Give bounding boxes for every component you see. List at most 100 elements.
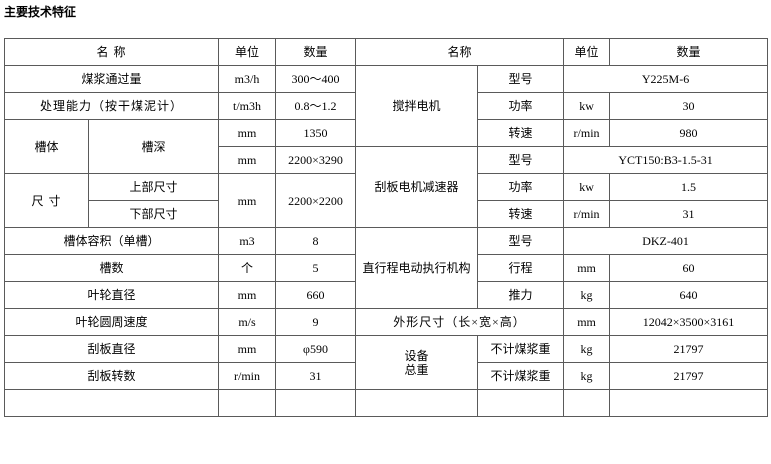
table-row: 处理能力（按干煤泥计） t/m3h 0.8～1.2 功率 kw 30: [3, 92, 769, 120]
left-row-unit-10: mm: [218, 335, 277, 363]
right-group-2-qty-2: 640: [609, 281, 769, 309]
right-group-2-unit-2: kg: [563, 281, 611, 309]
right-group-0-sub-1: 功率: [477, 92, 565, 120]
table-row: 刮板直径 mm φ590 设备 总重 不计煤浆重 kg 21797: [3, 335, 769, 390]
table-row: 下部尺寸 转速 r/min 31: [5, 200, 769, 228]
left-row-qty-9: 9: [275, 308, 357, 336]
right-group-2-unit-1: mm: [563, 254, 611, 282]
table-row: 槽体容积（单槽） m3 8 直行程电动执行机构 型号 DKZ-401: [3, 227, 769, 309]
right-group-1-unit-2: r/min: [563, 200, 611, 228]
left-row-unit-9: m/s: [218, 308, 277, 336]
left-sub-label-xiabu: 下部尺寸: [87, 200, 220, 228]
left-row-unit-4: mm: [218, 173, 277, 228]
overall-dimensions-unit: mm: [563, 308, 611, 336]
left-row-name-8: 叶轮直径: [3, 281, 220, 309]
table-row: 尺 寸 上部尺寸 mm 2200×2200 功率 kw 1.5: [4, 173, 769, 228]
total-weight-unit-1: kg: [563, 362, 611, 390]
header-left-name: 名 称: [3, 38, 220, 66]
right-group-2-sub-0: 型号: [477, 227, 565, 255]
right-group-0-qty-2: 980: [609, 119, 769, 147]
total-weight-qty-1: 21797: [609, 362, 769, 390]
header-right-qty: 数量: [609, 38, 769, 66]
right-group-0-unit-1: kw: [563, 92, 611, 120]
right-filler-cell-a: [355, 389, 479, 417]
left-row-name-10: 刮板直径: [3, 335, 220, 363]
left-row-unit-12: [218, 389, 277, 417]
left-row-name-12: [3, 389, 220, 417]
left-row-qty-1: 0.8～1.2: [275, 92, 357, 120]
right-group-2-sub-2: 推力: [477, 281, 565, 309]
left-row-unit-11: r/min: [218, 362, 277, 390]
right-filler-cell-c: [563, 389, 611, 417]
right-group-1-qty-2: 31: [609, 200, 769, 228]
left-row-unit-1: t/m3h: [218, 92, 277, 120]
table-row: mm 2200×3290 刮板电机减速器 型号 YCT150:B3-1.5-31: [5, 146, 769, 228]
left-sub-label-caoshen: 槽深: [87, 119, 220, 174]
total-weight-qty-0: 21797: [609, 335, 769, 363]
total-weight-sub-0: 不计煤浆重: [477, 335, 565, 363]
table-row: 煤浆通过量 m3/h 300～400 搅拌电机 型号 Y225M-6: [3, 65, 769, 147]
right-group-1-sub-0: 型号: [477, 146, 565, 174]
left-row-name-0: 煤浆通过量: [3, 65, 220, 93]
left-row-qty-11: 31: [275, 362, 357, 390]
total-weight-label-line2: 总重: [404, 362, 429, 377]
right-group-1-unit-1: kw: [563, 173, 611, 201]
header-left-qty: 数量: [275, 38, 357, 66]
left-row-unit-6: m3: [218, 227, 277, 255]
right-group-label-0: 搅拌电机: [355, 65, 479, 147]
right-group-0-unit-2: r/min: [563, 119, 611, 147]
left-group-label-caoti: 槽体: [4, 119, 89, 174]
left-row-name-7: 槽数: [3, 254, 220, 282]
table-row: 叶轮直径 mm 660 推力 kg 640: [3, 281, 769, 309]
left-row-qty-4: 2200×2200: [275, 173, 357, 228]
left-row-unit-0: m3/h: [218, 65, 277, 93]
right-group-2-qty-1: 60: [609, 254, 769, 282]
total-weight-sub-1: 不计煤浆重: [477, 362, 565, 390]
spec-table-container: 名 称 单位 数量 名称 单位 数量 煤浆通过量 m3/h 300～400 搅拌…: [3, 38, 769, 417]
left-row-qty-3: 2200×3290: [275, 146, 357, 174]
table-header-row: 名 称 单位 数量 名称 单位 数量: [3, 38, 769, 66]
left-row-qty-7: 5: [275, 254, 357, 282]
header-left-unit: 单位: [218, 38, 277, 66]
right-group-1-qty-1: 1.5: [609, 173, 769, 201]
total-weight-unit-0: kg: [563, 335, 611, 363]
right-group-1-sub-2: 转速: [477, 200, 565, 228]
overall-dimensions-qty: 12042×3500×3161: [609, 308, 769, 336]
left-row-unit-8: mm: [218, 281, 277, 309]
left-row-qty-2: 1350: [275, 119, 357, 147]
right-group-2-sub-1: 行程: [477, 254, 565, 282]
total-weight-label: 设备 总重: [355, 335, 479, 390]
right-filler-cell-b: [477, 389, 565, 417]
left-row-name-6: 槽体容积（单槽）: [3, 227, 220, 255]
left-sub-label-shangbu: 上部尺寸: [87, 173, 220, 201]
table-row-empty: [3, 389, 769, 417]
left-row-name-11: 刮板转数: [3, 362, 220, 390]
left-row-unit-2: mm: [218, 119, 277, 147]
right-group-label-1: 刮板电机减速器: [355, 146, 479, 228]
left-row-name-9: 叶轮圆周速度: [3, 308, 220, 336]
right-group-0-sub-2: 转速: [477, 119, 565, 147]
technical-specification-table: 名 称 单位 数量 名称 单位 数量 煤浆通过量 m3/h 300～400 搅拌…: [3, 38, 769, 417]
table-row: 槽体 槽深 mm 1350 转速 r/min 980: [4, 119, 769, 174]
page-title: 主要技术特征: [4, 5, 77, 19]
right-group-0-qty-1: 30: [609, 92, 769, 120]
overall-dimensions-label: 外形尺寸（长×宽×高）: [355, 308, 565, 336]
left-row-qty-6: 8: [275, 227, 357, 255]
right-group-1-qty-0: YCT150:B3-1.5-31: [563, 146, 769, 174]
left-row-qty-12: [275, 389, 357, 417]
left-group-label-chicun: 尺 寸: [4, 173, 89, 228]
header-right-unit: 单位: [563, 38, 611, 66]
left-row-qty-8: 660: [275, 281, 357, 309]
left-row-qty-10: φ590: [275, 335, 357, 363]
right-group-2-qty-0: DKZ-401: [563, 227, 769, 255]
header-right-name: 名称: [355, 38, 565, 66]
left-row-unit-7: 个: [218, 254, 277, 282]
table-row: 刮板转数 r/min 31 不计煤浆重 kg 21797: [3, 362, 769, 390]
left-row-unit-3: mm: [218, 146, 277, 174]
right-filler-cell-d: [609, 389, 769, 417]
total-weight-label-line1: 设备: [404, 348, 429, 363]
right-group-label-2: 直行程电动执行机构: [355, 227, 479, 309]
left-row-name-1: 处理能力（按干煤泥计）: [3, 92, 220, 120]
right-group-0-qty-0: Y225M-6: [563, 65, 769, 93]
left-row-qty-0: 300～400: [275, 65, 357, 93]
